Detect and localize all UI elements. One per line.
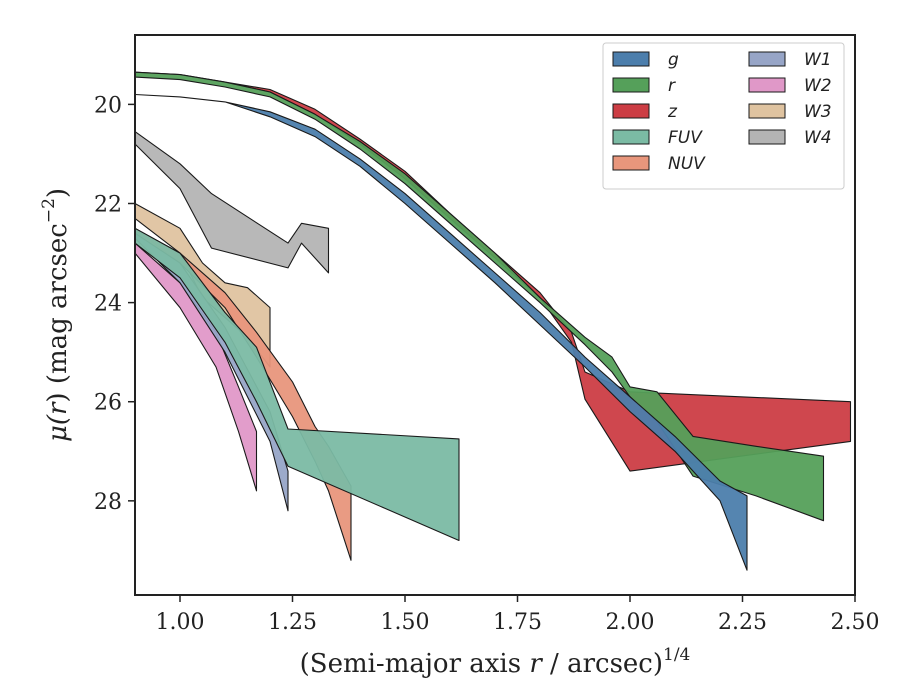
- band-g: [134, 93, 748, 571]
- legend-swatch-g: [612, 51, 650, 67]
- y-axis: 20 22 24 26 28: [94, 93, 135, 515]
- legend-swatch-r: [612, 77, 650, 93]
- x-axis: 1.00 1.25 1.50 1.75 2.00 2.25 2.50: [156, 595, 880, 635]
- legend-swatch-w2: [748, 77, 786, 93]
- x-axis-label: (Semi-major axis r / arcsec)1/4: [300, 645, 691, 679]
- legend-label-g: g: [668, 50, 679, 70]
- legend: grz FUV NUV W1 W2 W3 W4: [602, 42, 845, 190]
- band-fuv: [134, 227, 460, 542]
- y-axis-label: μ(r) (mag arcsec−2): [39, 188, 73, 442]
- legend-label-w4: W4: [804, 128, 832, 148]
- legend-swatch-w3: [748, 103, 786, 119]
- x-tick-label: 1.25: [268, 610, 317, 635]
- legend-swatch-fuv: [612, 129, 650, 145]
- legend-label-nuv: NUV: [668, 154, 706, 174]
- legend-label-w3: W3: [804, 102, 832, 122]
- x-tick-label: 1.75: [493, 610, 542, 635]
- legend-label-w2: W2: [804, 76, 832, 96]
- x-tick-label: 1.50: [381, 610, 430, 635]
- legend-swatch-w1: [748, 51, 786, 67]
- legend-label-w1: W1: [804, 50, 832, 70]
- y-tick-label: 26: [94, 391, 122, 416]
- legend-label-z: z: [667, 102, 678, 122]
- legend-swatch-nuv: [612, 155, 650, 171]
- legend-swatch-w4: [748, 129, 786, 145]
- y-tick-label: 24: [94, 292, 122, 317]
- x-tick-label: 2.50: [831, 610, 880, 635]
- legend-label-r: r: [668, 76, 676, 96]
- x-tick-label: 1.00: [156, 610, 205, 635]
- legend-swatch-z: [612, 103, 650, 119]
- x-tick-label: 2.25: [718, 610, 767, 635]
- y-tick-label: 22: [94, 192, 122, 217]
- y-tick-label: 20: [94, 93, 122, 118]
- plot-frame: [134, 34, 856, 596]
- band-r: [134, 71, 825, 522]
- band-w4: [134, 131, 330, 274]
- band-layer: [134, 71, 852, 571]
- x-tick-label: 2.00: [606, 610, 655, 635]
- y-tick-label: 28: [94, 490, 122, 515]
- legend-label-fuv: FUV: [668, 128, 703, 148]
